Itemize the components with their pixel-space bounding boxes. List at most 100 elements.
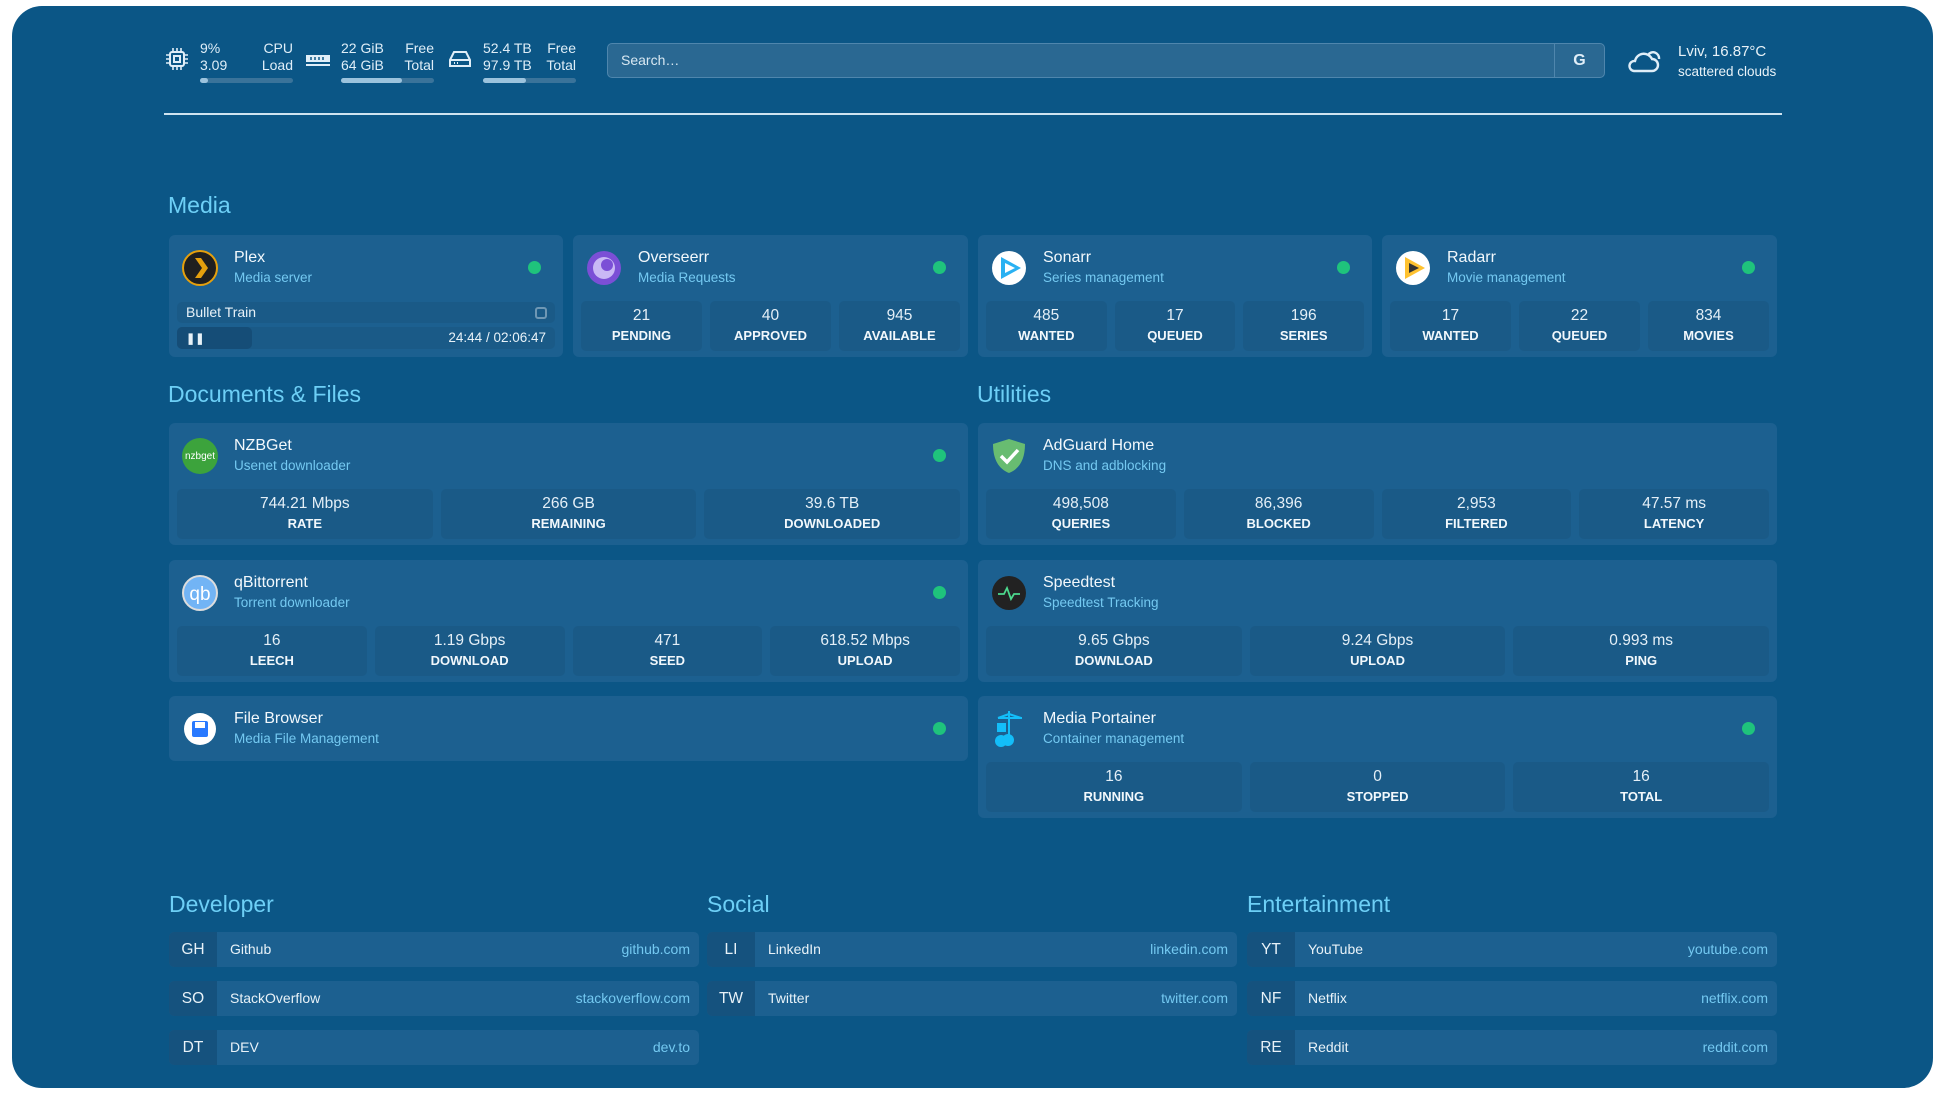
qbittorrent-card[interactable]: qb qBittorrent Torrent downloader 16 LEECH… (169, 560, 968, 682)
stat-value: 834 (1695, 307, 1722, 324)
stat-value: 196 (1290, 307, 1317, 324)
stat-value: 16 (1105, 768, 1123, 785)
bookmark-url: twitter.com (1161, 990, 1228, 1006)
radarr-icon (1396, 251, 1430, 285)
bookmark-name: StackOverflow (230, 990, 321, 1006)
stat-block: 196 SERIES (1243, 301, 1365, 351)
sonarr-icon (992, 251, 1026, 285)
card-title: Sonarr (1043, 249, 1092, 266)
sonarr-card[interactable]: Sonarr Series management 485 WANTED 17 QUEUE… (978, 235, 1372, 357)
bookmark-abbr: DT (169, 1030, 217, 1065)
stat-label: BLOCKED (1246, 516, 1311, 531)
stats-row: 498,508 QUERIES 86,396 BLOCKED 2,953 FILTERED… (986, 489, 1769, 539)
plex-card[interactable]: Plex Media server Bullet Train ❚❚ 24:44 … (169, 235, 563, 357)
search-input[interactable]: Search… G (607, 43, 1605, 78)
stat-value: 485 (1033, 307, 1060, 324)
stat-label: SEED (649, 653, 686, 668)
bookmarks-social: Social LI LinkedIn linkedin.com TW Twitter twi… (707, 891, 1237, 1016)
overseerr-card[interactable]: Overseerr Media Requests 21 PENDING 40 APPRO… (573, 235, 968, 357)
stat-label: UPLOAD (1350, 653, 1405, 668)
bookmark-name: Twitter (768, 990, 810, 1006)
card-subtitle: Media Requests (638, 270, 736, 285)
nzbget-card[interactable]: nzbget NZBGet Usenet downloader 744.21 Mb… (169, 423, 968, 545)
stat-block: 2,953 FILTERED (1381, 489, 1572, 539)
portainer-icon (995, 711, 1022, 747)
stat-block: 9.65 Gbps DOWNLOAD (986, 626, 1242, 676)
bookmark-reddit[interactable]: RE Reddit reddit.com (1247, 1030, 1777, 1065)
adguard-card[interactable]: AdGuard Home DNS and adblocking 498,508 QU… (978, 423, 1777, 545)
bookmark-name: Github (230, 941, 272, 957)
stat-label: LATENCY (1643, 516, 1705, 531)
bookmark-abbr: TW (707, 981, 755, 1016)
card-title: Media Portainer (1043, 710, 1156, 727)
stat-block: 22 QUEUED (1519, 301, 1640, 351)
bookmark-netflix[interactable]: NF Netflix netflix.com (1247, 981, 1777, 1016)
card-subtitle: Torrent downloader (234, 595, 350, 610)
playback-progress[interactable]: ❚❚ 24:44 / 02:06:47 (177, 327, 555, 349)
status-dot (1742, 722, 1755, 735)
stat-block: 39.6 TB DOWNLOADED (704, 489, 961, 539)
stat-value: 40 (761, 307, 780, 324)
bookmark-github[interactable]: GH Github github.com (169, 932, 699, 967)
bookmark-abbr: YT (1247, 932, 1295, 967)
stat-value: 9.24 Gbps (1341, 632, 1414, 649)
search-placeholder: Search… (621, 52, 680, 68)
bookmark-name: Reddit (1308, 1039, 1349, 1055)
stat-value: 498,508 (1052, 495, 1109, 512)
bookmark-dev[interactable]: DT DEV dev.to (169, 1030, 699, 1065)
now-playing: Bullet Train (177, 302, 555, 323)
usage-fill (341, 78, 403, 83)
stat-value: 0 (1373, 768, 1382, 785)
stat-label: QUEUED (1147, 328, 1203, 343)
filebrowser-card[interactable]: File Browser Media File Management (169, 696, 968, 761)
bookmark-stackoverflow[interactable]: SO StackOverflow stackoverflow.com (169, 981, 699, 1016)
section-documents: Documents & Files (168, 381, 362, 407)
status-dot (933, 586, 946, 599)
stat-value: 39.6 TB (805, 495, 860, 512)
portainer-card[interactable]: Media Portainer Container management 16 RU… (978, 696, 1777, 818)
google-search-button[interactable]: G (1554, 44, 1604, 77)
card-subtitle: Speedtest Tracking (1043, 595, 1159, 610)
load-label: Load (261, 57, 293, 73)
cloud-icon (1628, 51, 1661, 73)
status-dot (1742, 261, 1755, 274)
progress-fill (177, 327, 252, 349)
bookmarks-entertainment: Entertainment YT YouTube youtube.com NF Netfl… (1247, 891, 1777, 1065)
disk-widget: 52.4 TB 97.9 TB Free Total (447, 40, 576, 84)
overseerr-icon (587, 251, 621, 285)
memory-bar (341, 78, 434, 83)
usage-fill (200, 78, 209, 83)
memory-icon (306, 55, 330, 66)
stat-value: 16 (1632, 768, 1650, 785)
card-title: File Browser (234, 710, 323, 727)
card-title: qBittorrent (234, 574, 308, 591)
stat-block: 834 MOVIES (1648, 301, 1769, 351)
stat-label: SERIES (1279, 328, 1328, 343)
pause-icon[interactable]: ❚❚ (186, 333, 205, 345)
stat-value: 22 (1570, 307, 1589, 324)
stat-value: 17 (1166, 307, 1184, 324)
bookmark-youtube[interactable]: YT YouTube youtube.com (1247, 932, 1777, 967)
card-subtitle: Media server (234, 270, 313, 285)
stat-value: 2,953 (1456, 495, 1496, 512)
bookmark-twitter[interactable]: TW Twitter twitter.com (707, 981, 1237, 1016)
speedtest-card[interactable]: Speedtest Speedtest Tracking 9.65 Gbps DOW… (978, 560, 1777, 682)
bookmark-url: linkedin.com (1150, 941, 1228, 957)
section-social: Social (707, 891, 770, 917)
stat-label: QUERIES (1051, 516, 1111, 531)
card-title: Overseerr (638, 249, 710, 266)
card-subtitle: Media File Management (234, 731, 379, 746)
dashboard-background (12, 6, 1933, 1088)
status-dot (528, 261, 541, 274)
cpu-load: 3.09 (200, 57, 228, 73)
memory-free: 22 GiB (341, 40, 384, 56)
radarr-card[interactable]: Radarr Movie management 17 WANTED 22 QUEUED 8… (1382, 235, 1777, 357)
bookmark-url: github.com (621, 941, 690, 957)
card-subtitle: Container management (1043, 731, 1185, 746)
stat-label: PENDING (611, 328, 672, 343)
stat-value: 86,396 (1254, 495, 1303, 512)
status-dot (1337, 261, 1350, 274)
stat-label: WANTED (1018, 328, 1075, 343)
usage-fill (483, 78, 526, 83)
bookmark-linkedin[interactable]: LI LinkedIn linkedin.com (707, 932, 1237, 967)
